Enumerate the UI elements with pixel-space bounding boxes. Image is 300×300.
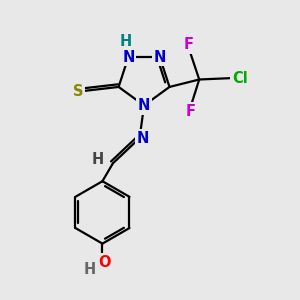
Text: O: O <box>99 255 111 270</box>
Text: N: N <box>138 98 150 113</box>
Text: Cl: Cl <box>232 70 248 86</box>
Text: F: F <box>185 104 195 119</box>
Text: N: N <box>154 50 166 64</box>
Text: S: S <box>73 84 84 99</box>
Text: N: N <box>122 50 134 64</box>
Text: H: H <box>92 152 104 167</box>
Text: H: H <box>120 34 132 49</box>
Text: H: H <box>84 262 96 277</box>
Text: N: N <box>137 130 149 146</box>
Text: F: F <box>184 37 194 52</box>
